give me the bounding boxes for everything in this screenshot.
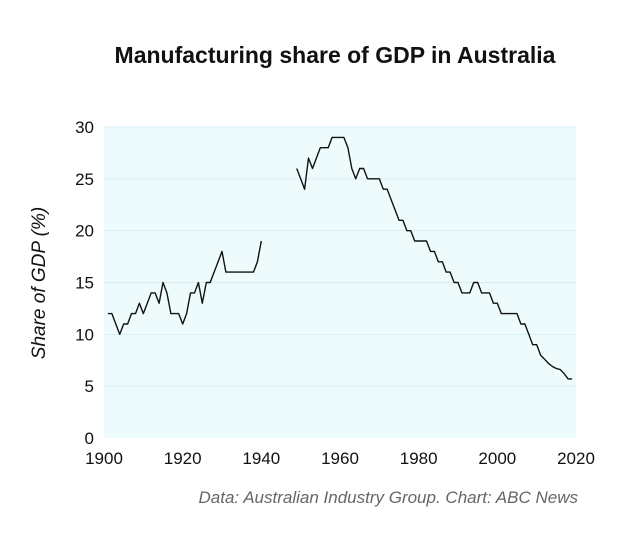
chart-title: Manufacturing share of GDP in Australia [114, 42, 556, 68]
y-tick-label: 25 [75, 170, 94, 189]
x-tick-label: 1980 [400, 449, 438, 468]
x-tick-label: 1940 [242, 449, 280, 468]
y-axis-ticks: 0 5 10 15 20 25 30 [75, 118, 94, 448]
x-tick-label: 1920 [164, 449, 202, 468]
source-note: Data: Australian Industry Group. Chart: … [198, 488, 578, 507]
y-tick-label: 0 [85, 429, 94, 448]
grid-lines [104, 126, 576, 387]
y-tick-label: 10 [75, 325, 94, 344]
series-line-segment [296, 136, 573, 380]
y-tick-label: 30 [75, 118, 94, 137]
x-tick-label: 2020 [557, 449, 595, 468]
x-axis-ticks: 1900 1920 1940 1960 1980 2000 2020 [85, 449, 595, 468]
series-line-segment [107, 240, 262, 335]
y-tick-label: 5 [85, 377, 94, 396]
x-tick-label: 2000 [478, 449, 516, 468]
y-tick-label: 20 [75, 222, 94, 241]
y-axis-label: Share of GDP (%) [29, 207, 50, 359]
x-tick-label: 1900 [85, 449, 123, 468]
data-lines [107, 136, 573, 380]
y-tick-label: 15 [75, 274, 94, 293]
x-tick-label: 1960 [321, 449, 359, 468]
